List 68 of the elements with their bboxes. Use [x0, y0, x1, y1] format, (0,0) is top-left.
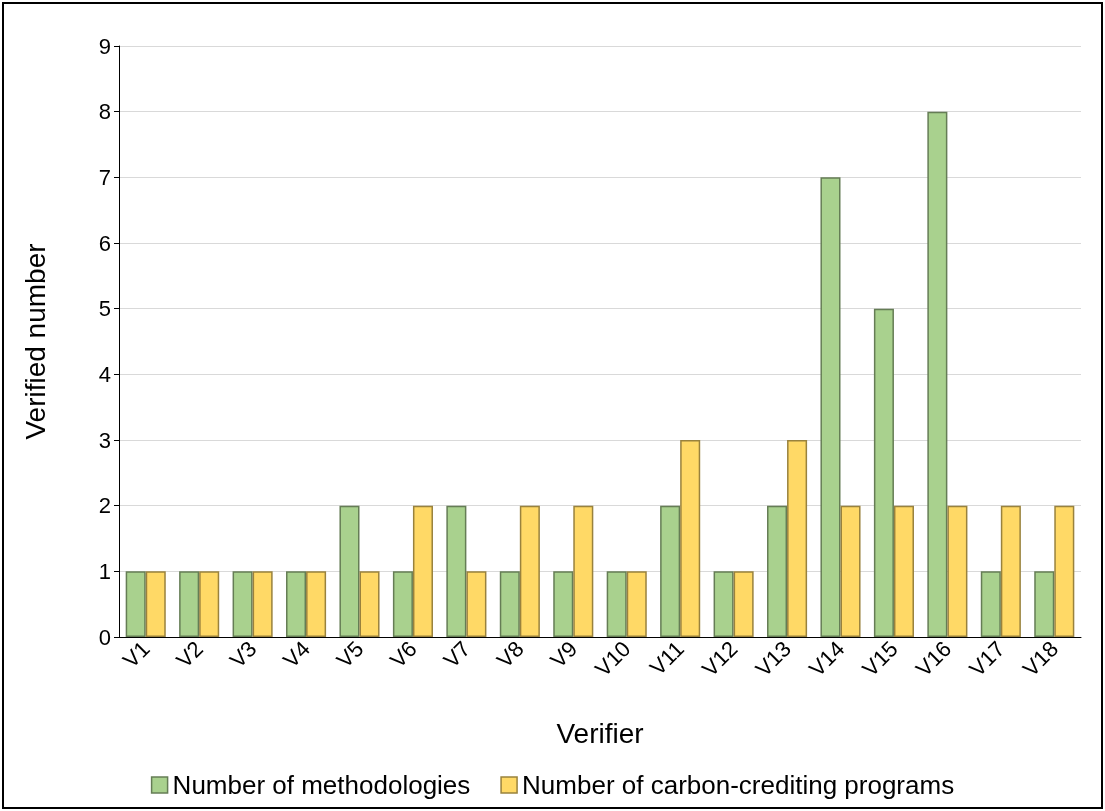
- legend-label: Number of carbon-crediting programs: [522, 770, 955, 800]
- legend-label: Number of methodologies: [172, 770, 471, 800]
- y-tick-label: 4: [98, 361, 111, 387]
- x-axis-title: Verifier: [556, 717, 644, 749]
- bar: [947, 505, 968, 637]
- bar: [392, 571, 413, 637]
- bar: [573, 505, 594, 637]
- x-tick-label: V12: [697, 636, 743, 682]
- bar: [680, 440, 701, 637]
- x-tick-label: V7: [438, 636, 476, 673]
- bar: [412, 505, 433, 637]
- bar: [980, 571, 1001, 637]
- y-tick-label: 7: [98, 164, 111, 190]
- x-tick-label: V6: [385, 636, 422, 673]
- x-tick-label: V11: [644, 636, 690, 681]
- bar: [927, 111, 948, 637]
- bar: [125, 571, 146, 637]
- bar: [499, 571, 520, 637]
- y-axis-title: Verified number: [19, 243, 51, 440]
- bar: [660, 505, 681, 637]
- bar: [1000, 505, 1021, 637]
- bar: [466, 571, 487, 637]
- x-tick-label: V2: [171, 636, 209, 673]
- y-tick-label: 6: [98, 230, 111, 256]
- x-tick-label: V10: [590, 636, 636, 682]
- bar: [626, 571, 647, 637]
- x-tick-label: V5: [331, 636, 369, 673]
- y-tick-label: 8: [98, 99, 111, 125]
- bar: [199, 571, 220, 637]
- x-tick-label: V13: [750, 636, 796, 682]
- bar: [519, 505, 540, 637]
- bar: [232, 571, 253, 637]
- bar: [359, 571, 380, 637]
- bar: [713, 571, 734, 637]
- bar: [252, 571, 273, 637]
- bar: [339, 505, 360, 637]
- bar: [553, 571, 574, 637]
- bar: [1054, 505, 1075, 637]
- x-tick-label: V15: [857, 636, 903, 682]
- bar: [179, 571, 200, 637]
- y-tick-label: 5: [98, 296, 111, 322]
- y-tick-label: 2: [98, 493, 111, 519]
- bar: [873, 308, 894, 637]
- x-tick-label: V3: [224, 636, 262, 673]
- y-tick-label: 9: [98, 33, 111, 59]
- bar: [446, 505, 467, 637]
- y-tick-label: 0: [98, 624, 111, 650]
- bar: [787, 440, 808, 637]
- bar: [145, 571, 166, 637]
- x-tick-label: V8: [491, 636, 529, 673]
- x-tick-label: V17: [964, 636, 1010, 682]
- bar: [733, 571, 754, 637]
- bar: [893, 505, 914, 637]
- x-tick-label: V9: [545, 636, 583, 673]
- x-tick-label: V4: [278, 636, 315, 673]
- x-tick-label: V16: [910, 636, 957, 682]
- bar: [767, 505, 788, 637]
- bar: [840, 505, 861, 637]
- x-tick-label: V18: [1017, 636, 1064, 682]
- x-tick-label: V14: [804, 636, 850, 682]
- y-tick-label: 1: [98, 558, 111, 584]
- y-tick-label: 3: [98, 427, 111, 453]
- bar: [1034, 571, 1055, 637]
- bar: [606, 571, 627, 637]
- x-tick-label: V1: [117, 636, 155, 673]
- bar: [820, 177, 841, 637]
- bar: [286, 571, 307, 637]
- bar: [306, 571, 327, 637]
